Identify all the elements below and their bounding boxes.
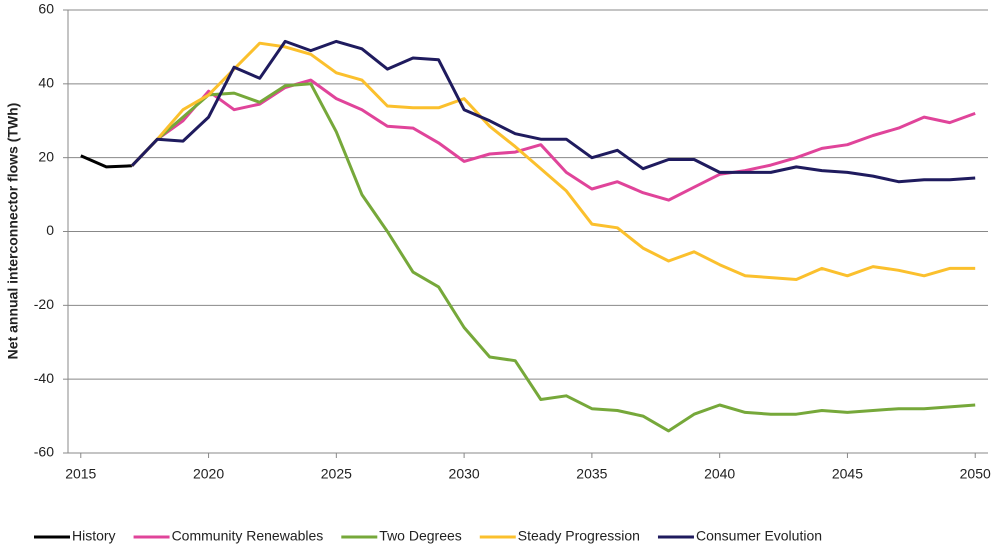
legend-label: History (72, 528, 116, 544)
legend-label: Consumer Evolution (696, 528, 822, 544)
x-tick-label: 2035 (576, 466, 607, 482)
y-tick-label: 60 (38, 1, 54, 17)
x-tick-label: 2015 (65, 466, 96, 482)
y-tick-label: 40 (38, 75, 54, 91)
y-tick-label: -20 (34, 296, 54, 312)
legend-label: Community Renewables (172, 528, 324, 544)
x-tick-label: 2045 (832, 466, 863, 482)
y-axis-label: Net annual interconnector flows (TWh) (5, 103, 21, 360)
legend-label: Two Degrees (379, 528, 461, 544)
legend-label: Steady Progression (518, 528, 640, 544)
y-tick-label: 20 (38, 148, 54, 164)
y-tick-label: -40 (34, 370, 54, 386)
x-tick-label: 2020 (193, 466, 224, 482)
y-tick-label: 0 (46, 222, 54, 238)
series-line (130, 82, 976, 433)
x-tick-label: 2025 (321, 466, 352, 482)
series-line (130, 39, 976, 184)
series-line (130, 41, 976, 281)
x-tick-label: 2030 (449, 466, 480, 482)
series-line (80, 154, 132, 169)
series-line (130, 78, 976, 202)
x-tick-label: 2050 (960, 466, 991, 482)
x-tick-label: 2040 (704, 466, 735, 482)
y-tick-label: -60 (34, 444, 54, 460)
